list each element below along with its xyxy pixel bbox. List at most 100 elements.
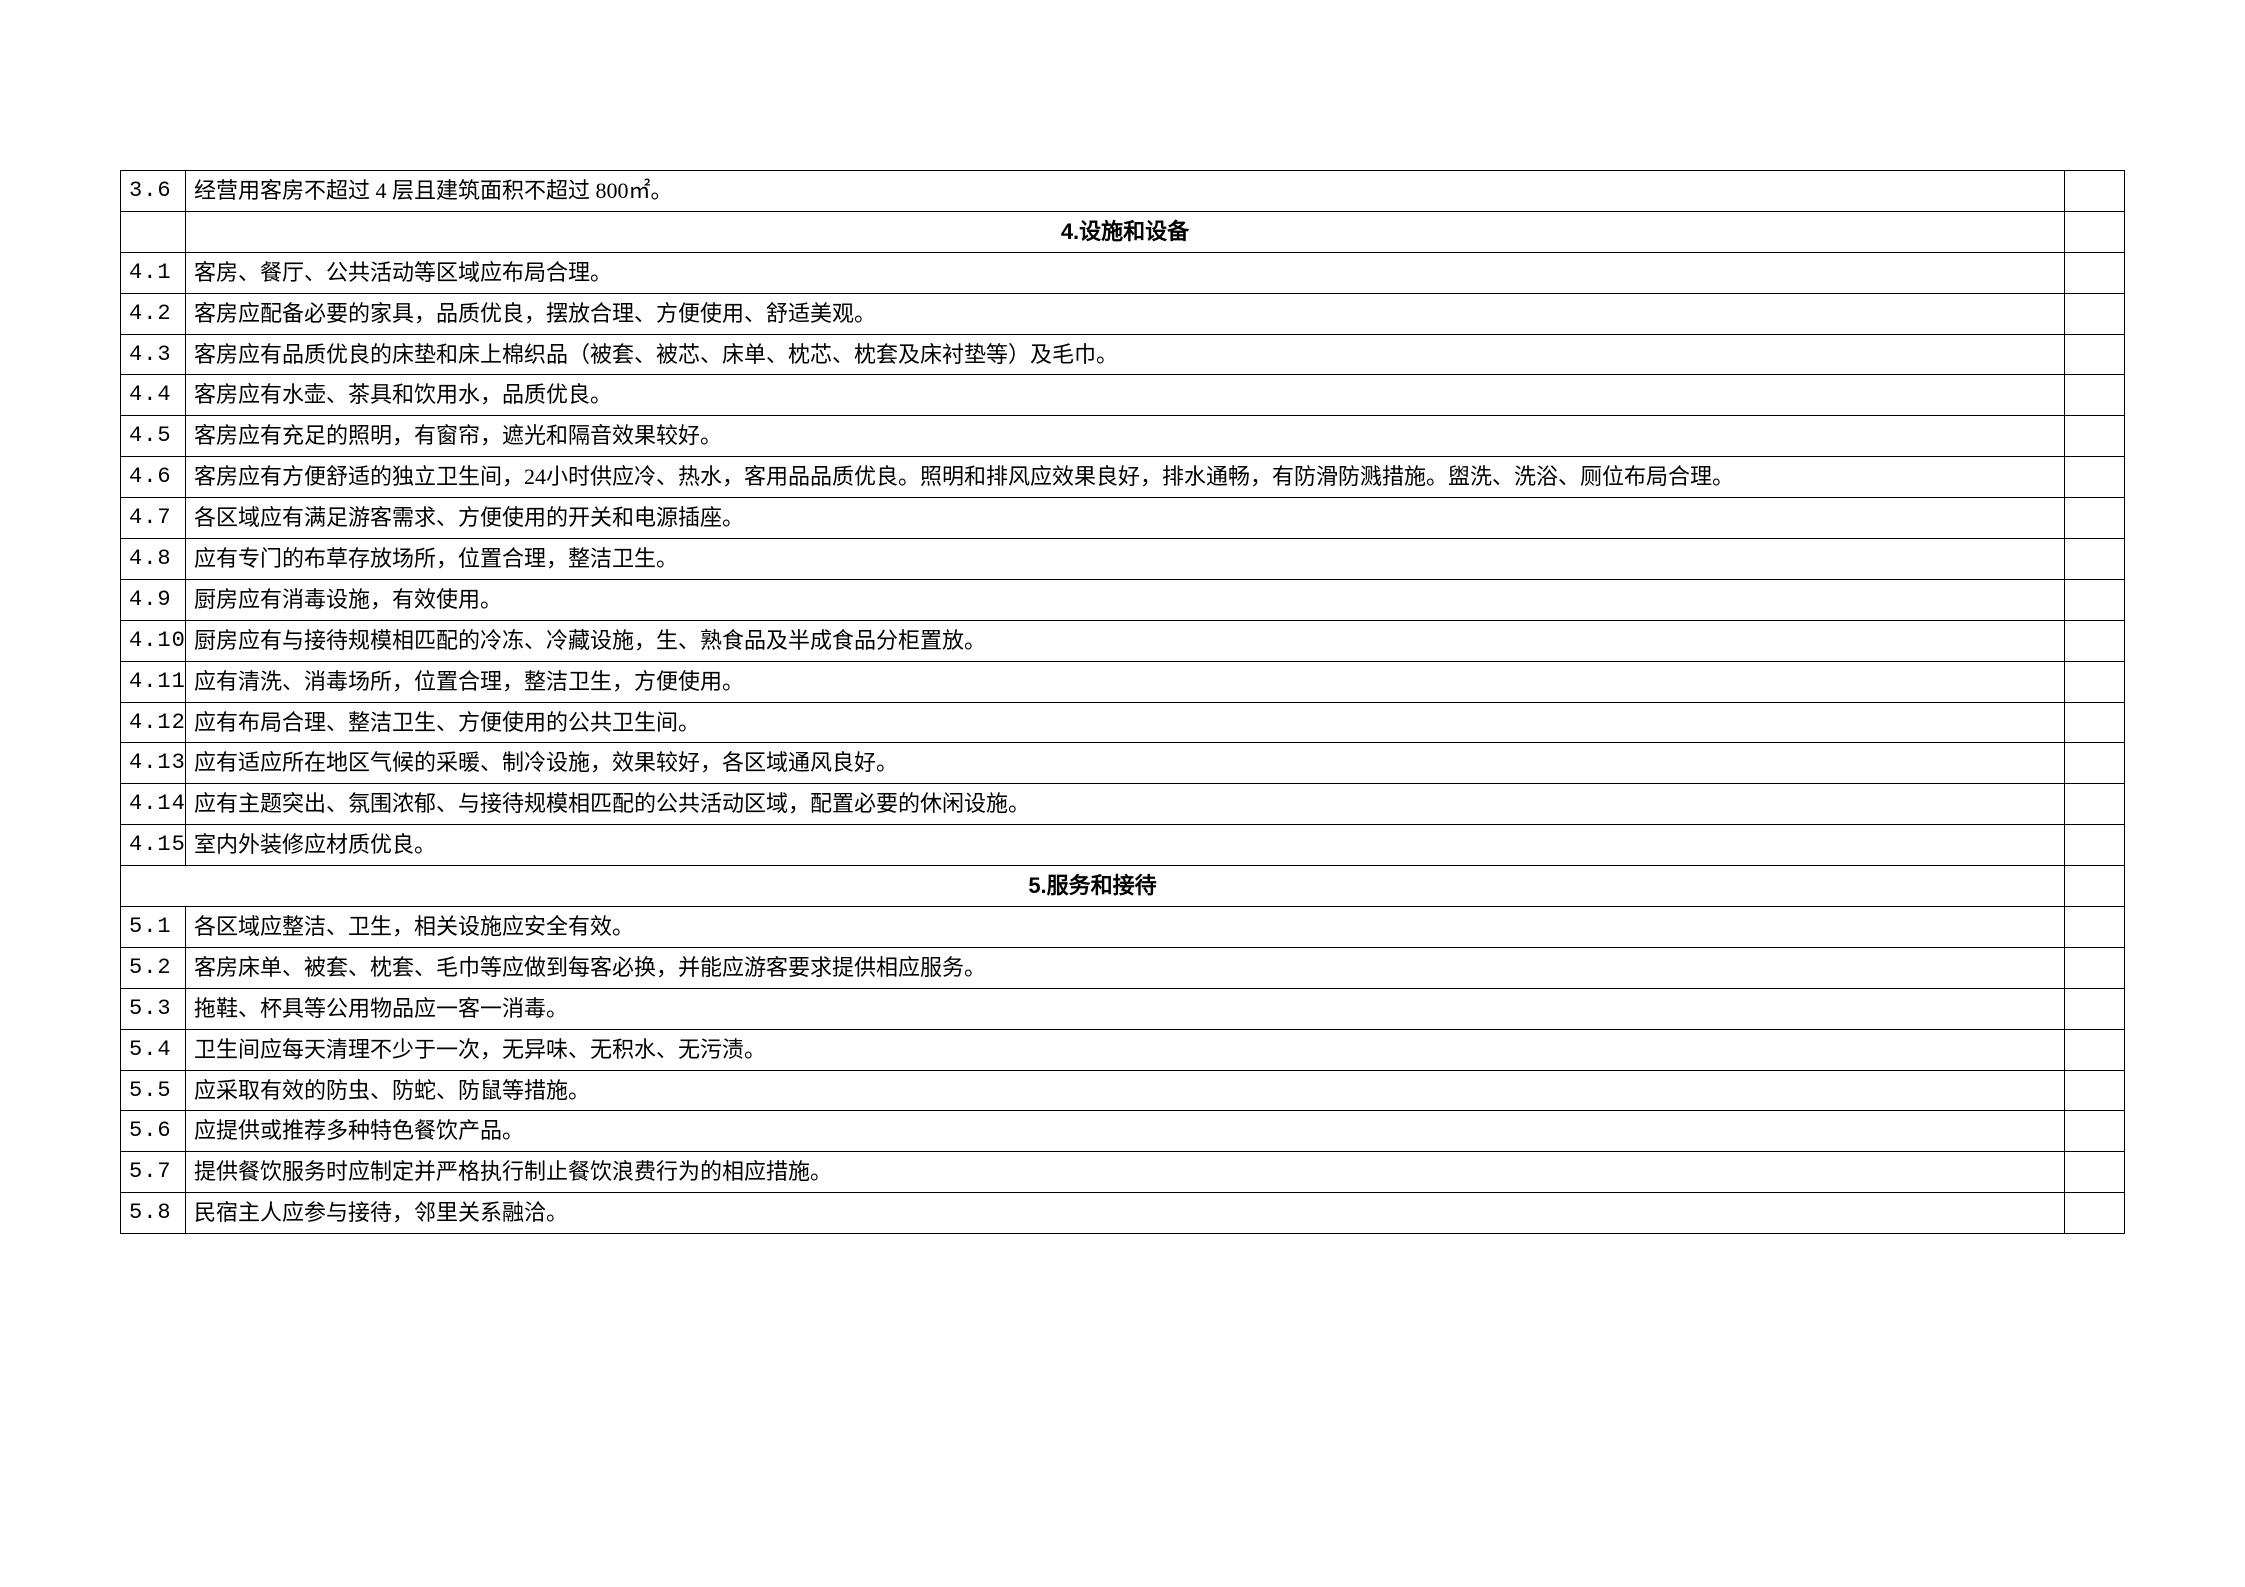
content-cell: 提供餐饮服务时应制定并严格执行制止餐饮浪费行为的相应措施。 (186, 1152, 2065, 1193)
num-cell: 5.6 (121, 1111, 186, 1152)
table-row: 5.7提供餐饮服务时应制定并严格执行制止餐饮浪费行为的相应措施。 (121, 1152, 2125, 1193)
content-cell: 客房应有品质优良的床垫和床上棉织品（被套、被芯、床单、枕芯、枕套及床衬垫等）及毛… (186, 334, 2065, 375)
check-cell (2065, 252, 2125, 293)
table-row: 4.1客房、餐厅、公共活动等区域应布局合理。 (121, 252, 2125, 293)
check-cell (2065, 539, 2125, 580)
content-cell: 应提供或推荐多种特色餐饮产品。 (186, 1111, 2065, 1152)
num-cell: 3.6 (121, 171, 186, 212)
check-cell (2065, 784, 2125, 825)
num-cell: 4.4 (121, 375, 186, 416)
content-cell: 各区域应有满足游客需求、方便使用的开关和电源插座。 (186, 498, 2065, 539)
num-cell: 5.8 (121, 1193, 186, 1234)
content-cell: 客房床单、被套、枕套、毛巾等应做到每客必换，并能应游客要求提供相应服务。 (186, 947, 2065, 988)
num-cell: 4.2 (121, 293, 186, 334)
table-row: 5.服务和接待 (121, 866, 2125, 907)
num-cell: 5.1 (121, 907, 186, 948)
section-header-cell: 4.设施和设备 (186, 211, 2065, 252)
content-cell: 客房应有水壶、茶具和饮用水，品质优良。 (186, 375, 2065, 416)
content-cell: 客房应配备必要的家具，品质优良，摆放合理、方便使用、舒适美观。 (186, 293, 2065, 334)
table-row: 5.4卫生间应每天清理不少于一次，无异味、无积水、无污渍。 (121, 1029, 2125, 1070)
content-cell: 经营用客房不超过 4 层且建筑面积不超过 800㎡。 (186, 171, 2065, 212)
table-row: 5.6应提供或推荐多种特色餐饮产品。 (121, 1111, 2125, 1152)
table-row: 4.3客房应有品质优良的床垫和床上棉织品（被套、被芯、床单、枕芯、枕套及床衬垫等… (121, 334, 2125, 375)
content-cell: 各区域应整洁、卫生，相关设施应安全有效。 (186, 907, 2065, 948)
section-header-cell: 5.服务和接待 (121, 866, 2065, 907)
num-cell: 4.7 (121, 498, 186, 539)
check-cell (2065, 743, 2125, 784)
content-cell: 厨房应有消毒设施，有效使用。 (186, 579, 2065, 620)
num-cell: 4.11 (121, 661, 186, 702)
table-row: 3.6经营用客房不超过 4 层且建筑面积不超过 800㎡。 (121, 171, 2125, 212)
content-cell: 民宿主人应参与接待，邻里关系融洽。 (186, 1193, 2065, 1234)
content-cell: 应有主题突出、氛围浓郁、与接待规模相匹配的公共活动区域，配置必要的休闲设施。 (186, 784, 2065, 825)
table-row: 5.8民宿主人应参与接待，邻里关系融洽。 (121, 1193, 2125, 1234)
num-cell: 4.14 (121, 784, 186, 825)
num-cell: 4.15 (121, 825, 186, 866)
table-row: 4.5客房应有充足的照明，有窗帘，遮光和隔音效果较好。 (121, 416, 2125, 457)
check-cell (2065, 661, 2125, 702)
table-row: 5.1各区域应整洁、卫生，相关设施应安全有效。 (121, 907, 2125, 948)
num-cell: 4.8 (121, 539, 186, 580)
table-row: 4.7各区域应有满足游客需求、方便使用的开关和电源插座。 (121, 498, 2125, 539)
num-cell: 5.5 (121, 1070, 186, 1111)
check-cell (2065, 375, 2125, 416)
content-cell: 应有清洗、消毒场所，位置合理，整洁卫生，方便使用。 (186, 661, 2065, 702)
num-cell: 4.9 (121, 579, 186, 620)
num-cell: 5.2 (121, 947, 186, 988)
table-row: 4.8应有专门的布草存放场所，位置合理，整洁卫生。 (121, 539, 2125, 580)
content-cell: 拖鞋、杯具等公用物品应一客一消毒。 (186, 988, 2065, 1029)
num-cell (121, 211, 186, 252)
check-cell (2065, 866, 2125, 907)
num-cell: 4.10 (121, 620, 186, 661)
check-cell (2065, 416, 2125, 457)
check-cell (2065, 1029, 2125, 1070)
content-cell: 客房应有充足的照明，有窗帘，遮光和隔音效果较好。 (186, 416, 2065, 457)
content-cell: 应有布局合理、整洁卫生、方便使用的公共卫生间。 (186, 702, 2065, 743)
check-cell (2065, 1152, 2125, 1193)
content-cell: 客房应有方便舒适的独立卫生间，24小时供应冷、热水，客用品品质优良。照明和排风应… (186, 457, 2065, 498)
table-row: 4.6客房应有方便舒适的独立卫生间，24小时供应冷、热水，客用品品质优良。照明和… (121, 457, 2125, 498)
table-row: 4.12应有布局合理、整洁卫生、方便使用的公共卫生间。 (121, 702, 2125, 743)
num-cell: 4.6 (121, 457, 186, 498)
standards-table: 3.6经营用客房不超过 4 层且建筑面积不超过 800㎡。4.设施和设备4.1客… (120, 170, 2125, 1234)
table-row: 4.设施和设备 (121, 211, 2125, 252)
table-row: 4.2客房应配备必要的家具，品质优良，摆放合理、方便使用、舒适美观。 (121, 293, 2125, 334)
num-cell: 4.13 (121, 743, 186, 784)
check-cell (2065, 457, 2125, 498)
content-cell: 应采取有效的防虫、防蛇、防鼠等措施。 (186, 1070, 2065, 1111)
check-cell (2065, 171, 2125, 212)
content-cell: 应有适应所在地区气候的采暖、制冷设施，效果较好，各区域通风良好。 (186, 743, 2065, 784)
content-cell: 客房、餐厅、公共活动等区域应布局合理。 (186, 252, 2065, 293)
table-row: 4.4客房应有水壶、茶具和饮用水，品质优良。 (121, 375, 2125, 416)
table-row: 4.14应有主题突出、氛围浓郁、与接待规模相匹配的公共活动区域，配置必要的休闲设… (121, 784, 2125, 825)
content-cell: 室内外装修应材质优良。 (186, 825, 2065, 866)
check-cell (2065, 293, 2125, 334)
num-cell: 4.1 (121, 252, 186, 293)
check-cell (2065, 1111, 2125, 1152)
check-cell (2065, 1070, 2125, 1111)
num-cell: 5.4 (121, 1029, 186, 1070)
content-cell: 厨房应有与接待规模相匹配的冷冻、冷藏设施，生、熟食品及半成食品分柜置放。 (186, 620, 2065, 661)
num-cell: 5.3 (121, 988, 186, 1029)
check-cell (2065, 579, 2125, 620)
check-cell (2065, 211, 2125, 252)
num-cell: 4.5 (121, 416, 186, 457)
check-cell (2065, 620, 2125, 661)
table-row: 5.5应采取有效的防虫、防蛇、防鼠等措施。 (121, 1070, 2125, 1111)
check-cell (2065, 498, 2125, 539)
table-body: 3.6经营用客房不超过 4 层且建筑面积不超过 800㎡。4.设施和设备4.1客… (121, 171, 2125, 1234)
check-cell (2065, 825, 2125, 866)
content-cell: 卫生间应每天清理不少于一次，无异味、无积水、无污渍。 (186, 1029, 2065, 1070)
num-cell: 4.3 (121, 334, 186, 375)
check-cell (2065, 702, 2125, 743)
check-cell (2065, 988, 2125, 1029)
table-row: 4.11应有清洗、消毒场所，位置合理，整洁卫生，方便使用。 (121, 661, 2125, 702)
table-row: 5.3拖鞋、杯具等公用物品应一客一消毒。 (121, 988, 2125, 1029)
num-cell: 4.12 (121, 702, 186, 743)
check-cell (2065, 1193, 2125, 1234)
table-row: 4.13应有适应所在地区气候的采暖、制冷设施，效果较好，各区域通风良好。 (121, 743, 2125, 784)
check-cell (2065, 334, 2125, 375)
table-row: 4.10厨房应有与接待规模相匹配的冷冻、冷藏设施，生、熟食品及半成食品分柜置放。 (121, 620, 2125, 661)
num-cell: 5.7 (121, 1152, 186, 1193)
table-row: 5.2客房床单、被套、枕套、毛巾等应做到每客必换，并能应游客要求提供相应服务。 (121, 947, 2125, 988)
